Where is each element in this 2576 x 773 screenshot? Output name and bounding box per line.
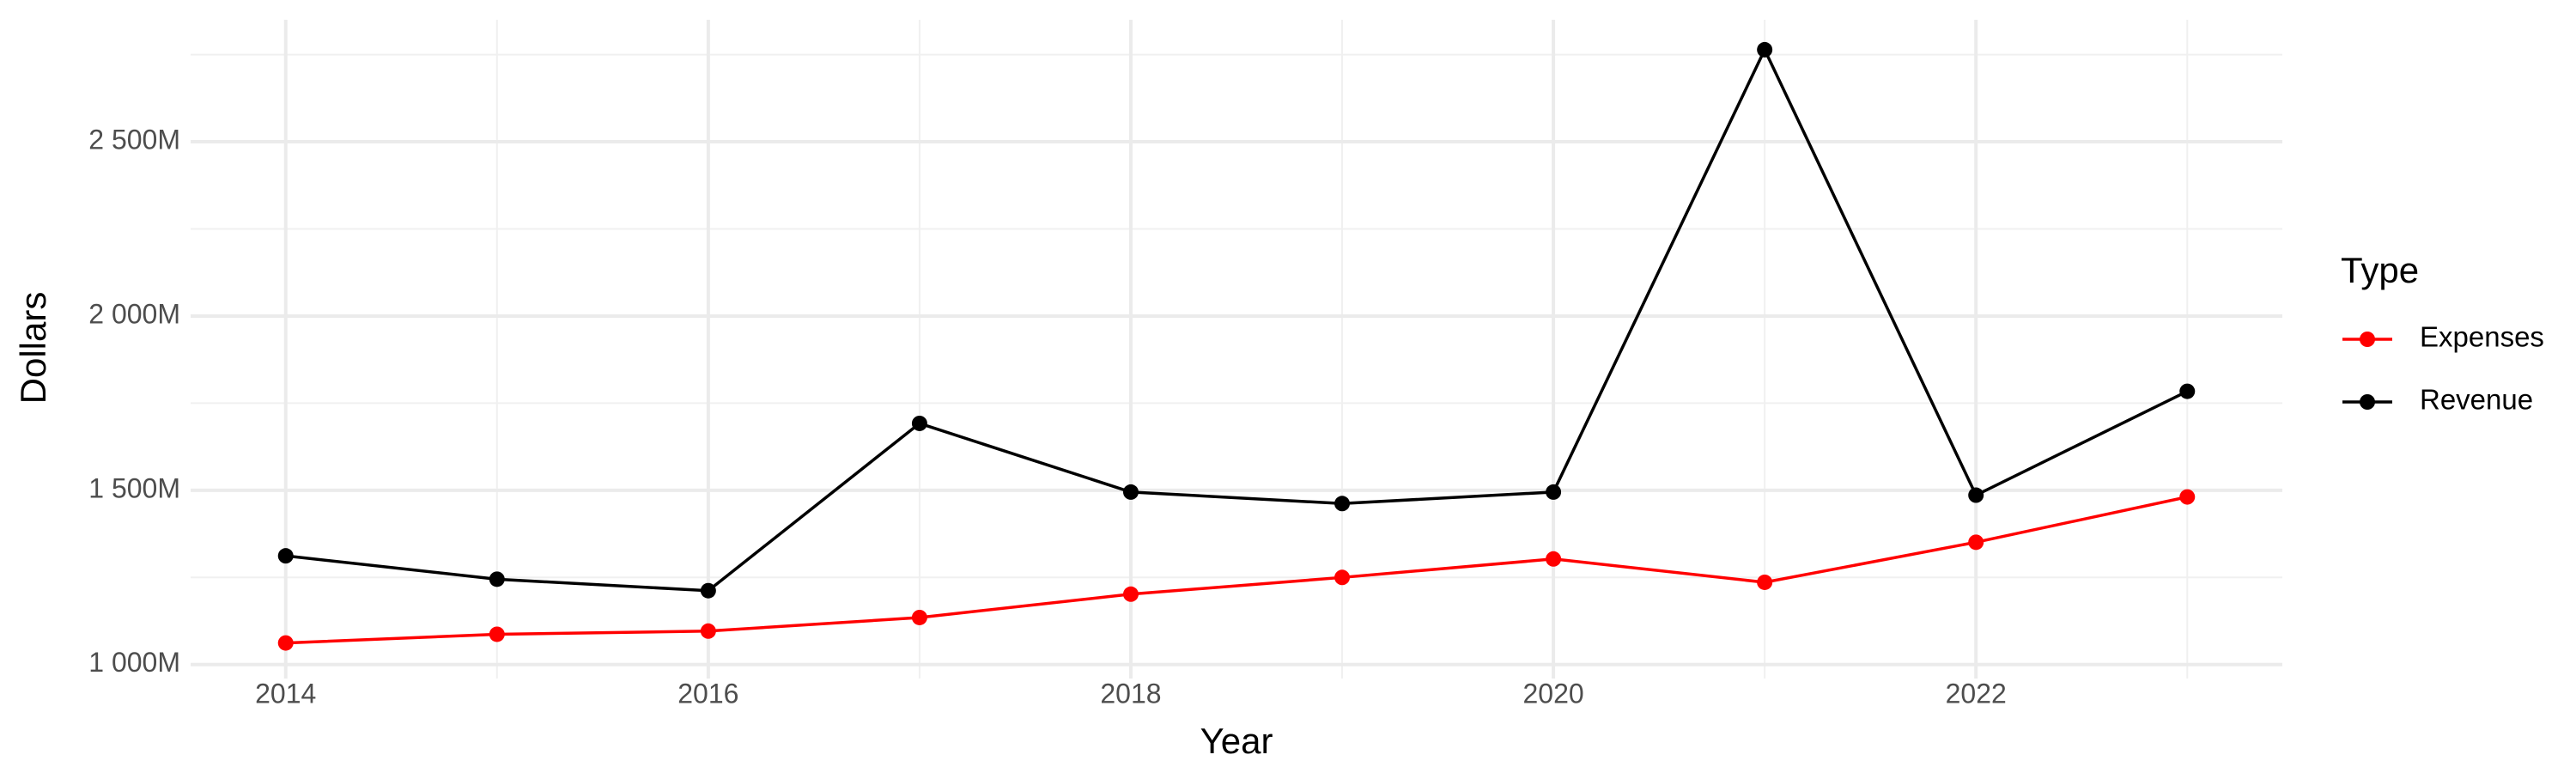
legend-key (2360, 332, 2375, 347)
point (1122, 484, 1139, 500)
point (1546, 484, 1562, 500)
x-tick-label: 2018 (1100, 678, 1161, 709)
x-tick-label: 2014 (255, 678, 316, 709)
x-axis-title: Year (1200, 721, 1273, 761)
point (911, 415, 927, 431)
x-tick-label: 2022 (1946, 678, 2007, 709)
point (700, 623, 716, 639)
x-tick-label: 2016 (677, 678, 738, 709)
point (277, 548, 294, 564)
y-tick-label: 2 000M (88, 298, 180, 329)
line (285, 46, 2189, 593)
y-tick-label: 1 500M (88, 472, 180, 503)
legend-label: Revenue (2420, 384, 2533, 416)
point (1546, 551, 1562, 567)
point (2179, 383, 2196, 399)
point (1757, 574, 1773, 590)
point (489, 571, 505, 587)
line (285, 495, 2188, 645)
point (277, 635, 294, 651)
x-tick-label: 2020 (1522, 678, 1583, 709)
point (911, 609, 927, 625)
legend-key (2360, 394, 2375, 410)
y-tick-label: 2 500M (88, 124, 180, 155)
point (1757, 41, 1773, 58)
legend-title: Type (2341, 250, 2419, 290)
point (1334, 496, 1351, 512)
point (489, 626, 505, 642)
point (700, 582, 716, 599)
point (1122, 586, 1139, 602)
point (1968, 487, 1984, 503)
point (2179, 489, 2196, 505)
y-tick-label: 1 000M (88, 647, 180, 678)
legend-label: Expenses (2420, 321, 2544, 353)
y-axis-title: Dollars (13, 292, 53, 405)
point (1334, 569, 1351, 586)
point (1968, 534, 1984, 551)
